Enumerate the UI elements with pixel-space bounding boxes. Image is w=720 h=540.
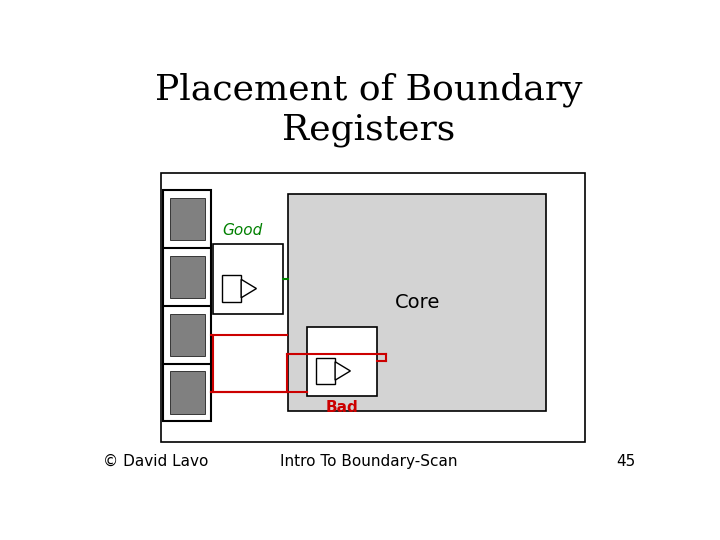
Polygon shape [241,279,256,298]
Bar [170,256,205,298]
Bar [163,190,211,421]
Bar [161,173,585,442]
Bar [307,327,377,396]
Bar [288,194,546,411]
Bar [170,198,205,240]
Bar [213,244,283,314]
Bar [315,358,335,384]
Bar [222,275,241,302]
Bar [170,314,205,356]
Text: 45: 45 [616,454,636,469]
Text: Bad: Bad [325,400,359,415]
Text: © David Lavo: © David Lavo [102,454,208,469]
Polygon shape [335,362,351,380]
Bar [170,372,205,414]
Text: Intro To Boundary-Scan: Intro To Boundary-Scan [280,454,458,469]
Text: Core: Core [395,293,440,312]
Text: Good: Good [222,223,263,238]
Text: Placement of Boundary
Registers: Placement of Boundary Registers [156,72,582,147]
